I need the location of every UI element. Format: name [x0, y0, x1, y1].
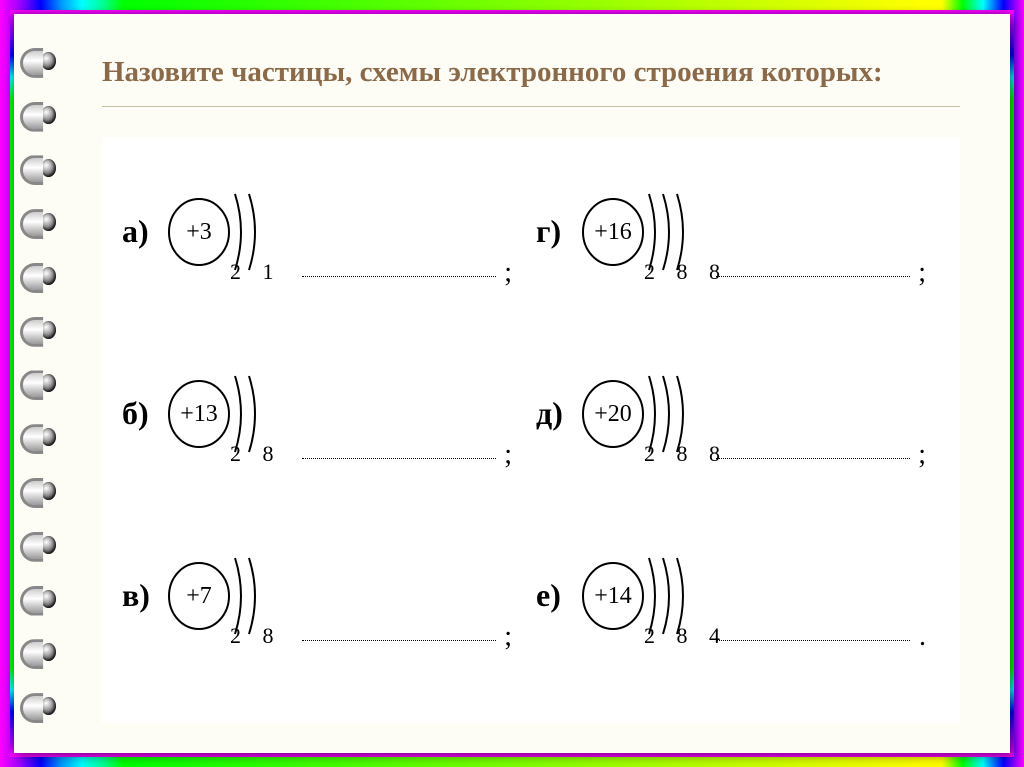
atom-diagram: г) +16 2 8 8 ;	[536, 167, 940, 297]
atom-diagram: а) +3 2 1 ;	[122, 167, 526, 297]
answer-line	[716, 640, 910, 641]
rainbow-border: Назовите частицы, схемы электронного стр…	[0, 0, 1024, 767]
atom-diagram: в) +7 2 8 ;	[122, 531, 526, 661]
item-label: д)	[536, 395, 578, 432]
spiral-ring	[20, 46, 58, 76]
diagram-grid: а) +3 2 1 ; г) +16 2 8 8 ; б) +13 2 8 ; …	[102, 137, 960, 723]
spiral-ring	[20, 100, 58, 130]
spiral-ring	[20, 422, 58, 452]
spiral-ring	[20, 153, 58, 183]
item-label: г)	[536, 213, 578, 250]
spiral-binding	[14, 14, 72, 753]
spiral-ring	[20, 476, 58, 506]
spiral-ring	[20, 637, 58, 667]
electron-config: 2 8	[230, 441, 282, 467]
answer-line	[302, 276, 496, 277]
atom-diagram: е) +14 2 8 4 .	[536, 531, 940, 661]
terminator: .	[919, 621, 926, 653]
electron-config: 2 8 8	[644, 441, 728, 467]
svg-text:+3: +3	[186, 219, 212, 245]
rainbow-border-inner: Назовите частицы, схемы электронного стр…	[10, 10, 1014, 757]
item-label: е)	[536, 577, 578, 614]
spiral-ring	[20, 315, 58, 345]
spiral-ring	[20, 691, 58, 721]
content-area: Назовите частицы, схемы электронного стр…	[72, 14, 1010, 753]
answer-line	[302, 458, 496, 459]
terminator: ;	[504, 621, 512, 653]
electron-config: 2 1	[230, 259, 282, 285]
svg-text:+14: +14	[594, 583, 632, 609]
electron-config: 2 8	[230, 623, 282, 649]
item-label: в)	[122, 577, 164, 614]
spiral-ring	[20, 261, 58, 291]
atom-diagram: д) +20 2 8 8 ;	[536, 349, 940, 479]
svg-text:+20: +20	[594, 401, 632, 427]
slide-paper: Назовите частицы, схемы электронного стр…	[14, 14, 1010, 753]
item-label: а)	[122, 213, 164, 250]
item-label: б)	[122, 395, 164, 432]
slide-title: Назовите частицы, схемы электронного стр…	[102, 54, 960, 92]
svg-text:+7: +7	[186, 583, 212, 609]
answer-line	[716, 276, 910, 277]
electron-config: 2 8 8	[644, 259, 728, 285]
terminator: ;	[918, 257, 926, 289]
svg-text:+16: +16	[594, 219, 632, 245]
svg-text:+13: +13	[180, 401, 218, 427]
spiral-ring	[20, 584, 58, 614]
terminator: ;	[504, 439, 512, 471]
title-divider	[102, 106, 960, 107]
terminator: ;	[504, 257, 512, 289]
spiral-ring	[20, 530, 58, 560]
atom-diagram: б) +13 2 8 ;	[122, 349, 526, 479]
answer-line	[302, 640, 496, 641]
spiral-ring	[20, 207, 58, 237]
terminator: ;	[918, 439, 926, 471]
spiral-ring	[20, 368, 58, 398]
electron-config: 2 8 4	[644, 623, 728, 649]
answer-line	[716, 458, 910, 459]
